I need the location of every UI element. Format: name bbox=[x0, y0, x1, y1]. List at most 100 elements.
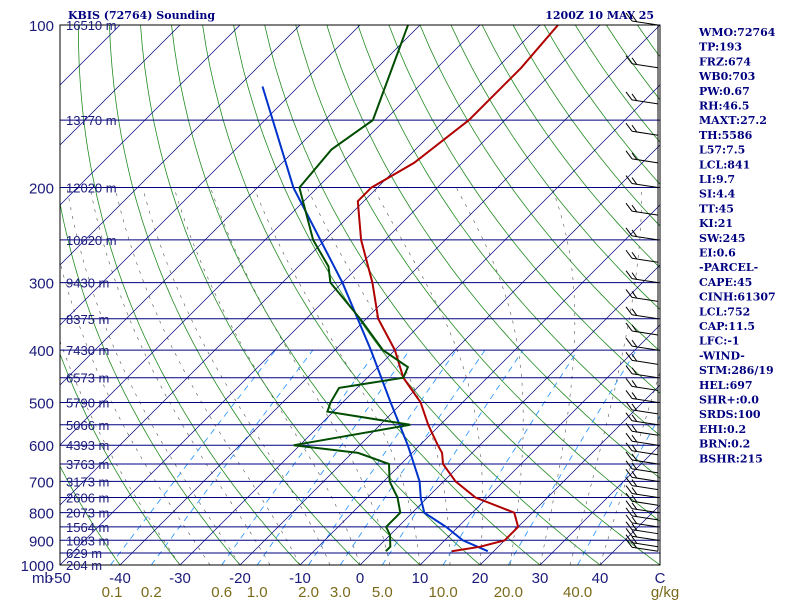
wind-flag bbox=[625, 122, 633, 132]
temperature-tick-label: C bbox=[655, 570, 666, 587]
wind-flag bbox=[631, 479, 638, 487]
wind-flag bbox=[625, 422, 633, 432]
index-entry: HEL:697 bbox=[699, 379, 753, 392]
wind-flag bbox=[625, 322, 633, 332]
height-label: 204 m bbox=[66, 558, 102, 573]
pressure-tick-label: 200 bbox=[29, 181, 54, 198]
isotherm bbox=[239, 144, 660, 565]
wind-flag bbox=[625, 306, 633, 316]
pressure-tick-label: 700 bbox=[29, 474, 54, 491]
height-label: 2073 m bbox=[66, 506, 109, 521]
isotherm bbox=[60, 25, 301, 266]
pressure-tick-label: 800 bbox=[29, 506, 54, 523]
index-entry: CAP:11.5 bbox=[699, 320, 755, 333]
height-label: 5790 m bbox=[66, 395, 109, 410]
wind-barb bbox=[625, 249, 659, 263]
moist-adiabat bbox=[114, 187, 301, 565]
wind-barb bbox=[625, 451, 659, 465]
wind-barb bbox=[625, 422, 659, 436]
wind-flag bbox=[631, 14, 638, 23]
height-label: 4393 m bbox=[66, 438, 109, 453]
isotherm bbox=[60, 25, 481, 446]
plot-frame bbox=[59, 24, 661, 566]
wind-flag bbox=[631, 453, 638, 462]
index-entry: LI:9.7 bbox=[699, 173, 735, 186]
wind-barb bbox=[625, 432, 659, 446]
wind-flag bbox=[625, 527, 633, 537]
height-label: 9430 m bbox=[66, 276, 109, 291]
mixing-ratio-tick-label: 0.2 bbox=[141, 584, 162, 600]
wind-flag bbox=[625, 451, 633, 461]
index-entry: TH:5586 bbox=[699, 129, 753, 142]
height-label: 5066 m bbox=[66, 418, 109, 433]
temperature-tick-label: 40 bbox=[592, 570, 609, 587]
wind-barb bbox=[625, 442, 659, 456]
height-label: 1083 m bbox=[66, 533, 109, 548]
mixing-ratio-tick-label: 3.0 bbox=[330, 584, 351, 600]
wind-flag bbox=[625, 202, 633, 212]
wind-flag bbox=[631, 324, 638, 333]
pressure-tick-label: 100 bbox=[29, 18, 54, 35]
wind-flag bbox=[631, 462, 638, 471]
wind-barb bbox=[625, 390, 659, 403]
temperature-tick-label: -20 bbox=[229, 570, 251, 587]
wind-barb bbox=[625, 492, 659, 506]
wind-flag bbox=[625, 337, 633, 347]
height-label: 13770 m bbox=[66, 113, 117, 128]
wind-barb bbox=[625, 202, 659, 216]
wind-barb bbox=[625, 401, 659, 415]
wind-flag bbox=[625, 378, 633, 387]
temperature-tick-label: -40 bbox=[109, 570, 131, 587]
wind-flag bbox=[631, 57, 638, 66]
wind-flag bbox=[625, 249, 633, 259]
wind-barb bbox=[625, 507, 659, 521]
mixing-ratio-tick-label: 40.0 bbox=[563, 584, 592, 600]
wind-flag bbox=[625, 514, 633, 524]
wind-barb bbox=[625, 521, 659, 535]
isotherm bbox=[60, 25, 601, 565]
index-entry: TT:45 bbox=[699, 202, 734, 215]
isotherm bbox=[60, 25, 421, 386]
isotherm bbox=[179, 84, 660, 565]
wind-flag bbox=[631, 204, 638, 213]
index-entry: LFC:-1 bbox=[699, 335, 740, 348]
wind-flag bbox=[625, 401, 633, 411]
temperature-tick-label: -30 bbox=[169, 570, 191, 587]
temperature-tick-label: 0 bbox=[356, 570, 364, 587]
wind-flag bbox=[625, 91, 633, 101]
wind-flag bbox=[631, 494, 638, 503]
wind-flag bbox=[625, 289, 633, 298]
mixing-ratio-tick-label: 5.0 bbox=[372, 584, 393, 600]
wind-barb bbox=[625, 270, 659, 284]
wind-flag bbox=[625, 460, 633, 470]
wind-barbs bbox=[625, 12, 659, 552]
wind-flag bbox=[625, 365, 633, 375]
wind-flag bbox=[631, 523, 638, 531]
wind-barb bbox=[625, 477, 659, 491]
index-entry: KI:21 bbox=[699, 217, 733, 230]
wind-flag bbox=[625, 469, 633, 478]
index-entry: BRN:0.2 bbox=[699, 438, 750, 451]
wind-flag bbox=[625, 390, 633, 399]
height-label: 10620 m bbox=[66, 233, 117, 248]
wind-barb bbox=[625, 289, 659, 302]
mixing-ratio-tick-label: 0.1 bbox=[102, 584, 123, 600]
wind-barb bbox=[625, 527, 659, 541]
wind-barb bbox=[625, 91, 659, 105]
wind-barb bbox=[625, 337, 659, 351]
mixing-ratio-tick-label: 20.0 bbox=[494, 584, 523, 600]
index-entry: L57:7.5 bbox=[699, 144, 745, 157]
height-label: 2606 m bbox=[66, 491, 109, 506]
wind-flag bbox=[631, 251, 638, 260]
wind-barb bbox=[625, 352, 659, 365]
index-entry: LCL:752 bbox=[699, 305, 750, 318]
wind-barb bbox=[625, 378, 659, 391]
wind-barb bbox=[625, 322, 659, 336]
temperature-tick-label: -10 bbox=[289, 570, 311, 587]
height-label: 8375 m bbox=[66, 312, 109, 327]
wind-flag bbox=[625, 534, 633, 544]
wind-flag bbox=[625, 538, 633, 548]
